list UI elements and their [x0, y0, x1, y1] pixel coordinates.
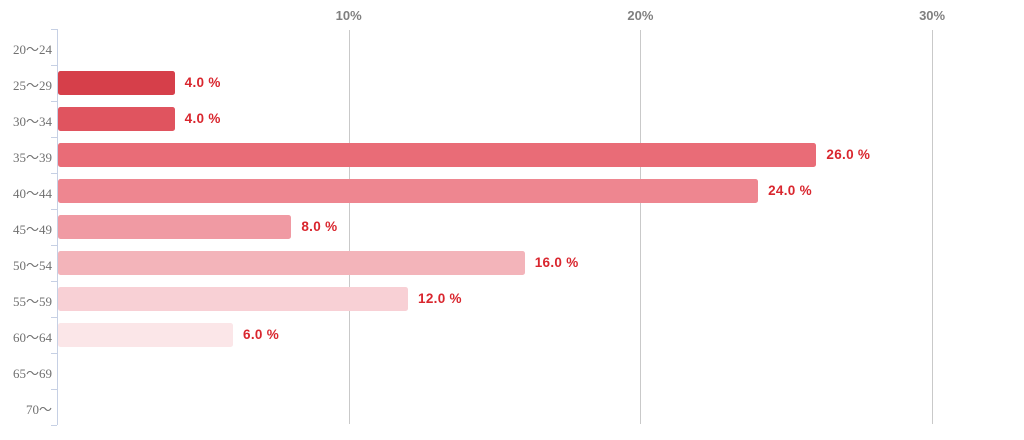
y-axis-tick — [51, 173, 57, 174]
x-axis-tick-label: 30% — [919, 8, 946, 23]
bar-value-label: 16.0 % — [534, 254, 579, 270]
y-axis-label: 30〜34 — [12, 113, 52, 129]
bar[interactable] — [58, 179, 759, 203]
y-axis-line — [57, 29, 58, 425]
bar-value-label: 8.0 % — [301, 218, 338, 234]
y-axis-tick — [51, 317, 57, 318]
y-axis-tick — [51, 353, 57, 354]
bar-value-label: 4.0 % — [184, 110, 221, 126]
gridline-20pct — [640, 30, 642, 424]
bar-value-label: 6.0 % — [243, 326, 280, 342]
x-axis-tick-label: 10% — [335, 8, 362, 23]
bar[interactable] — [58, 251, 525, 275]
y-axis-label: 55〜59 — [12, 293, 52, 309]
x-axis-tick-label: 20% — [627, 8, 654, 23]
y-axis-label: 35〜39 — [12, 149, 52, 165]
y-axis-tick — [51, 209, 57, 210]
bar-value-label: 12.0 % — [418, 290, 462, 306]
gridline-30pct — [932, 30, 934, 424]
y-axis-label: 40〜44 — [12, 185, 52, 201]
bar-value-label: 4.0 % — [184, 74, 221, 90]
y-axis-tick — [51, 245, 57, 246]
y-axis-tick — [51, 389, 57, 390]
bar[interactable] — [58, 215, 292, 239]
y-axis-tick — [51, 137, 57, 138]
y-axis-tick — [51, 281, 57, 282]
y-axis-label: 25〜29 — [12, 77, 52, 93]
y-axis-label: 60〜64 — [12, 329, 52, 345]
bar[interactable] — [58, 287, 409, 311]
y-axis-tick — [51, 65, 57, 66]
y-axis-label: 20〜24 — [12, 41, 52, 57]
y-axis-label: 65〜69 — [12, 365, 52, 381]
y-axis-label: 70〜 — [25, 401, 52, 417]
bar-value-label: 24.0 % — [768, 182, 812, 198]
bar[interactable] — [58, 107, 175, 131]
bar[interactable] — [58, 143, 817, 167]
y-axis-tick — [51, 425, 57, 426]
y-axis-label: 45〜49 — [12, 221, 52, 237]
bar[interactable] — [58, 323, 234, 347]
y-axis-label: 50〜54 — [12, 257, 52, 273]
bar-value-label: 26.0 % — [826, 146, 871, 162]
bar[interactable] — [58, 71, 175, 95]
y-axis-tick — [51, 101, 57, 102]
y-axis-tick — [51, 29, 57, 30]
gridline-10pct — [348, 30, 350, 424]
